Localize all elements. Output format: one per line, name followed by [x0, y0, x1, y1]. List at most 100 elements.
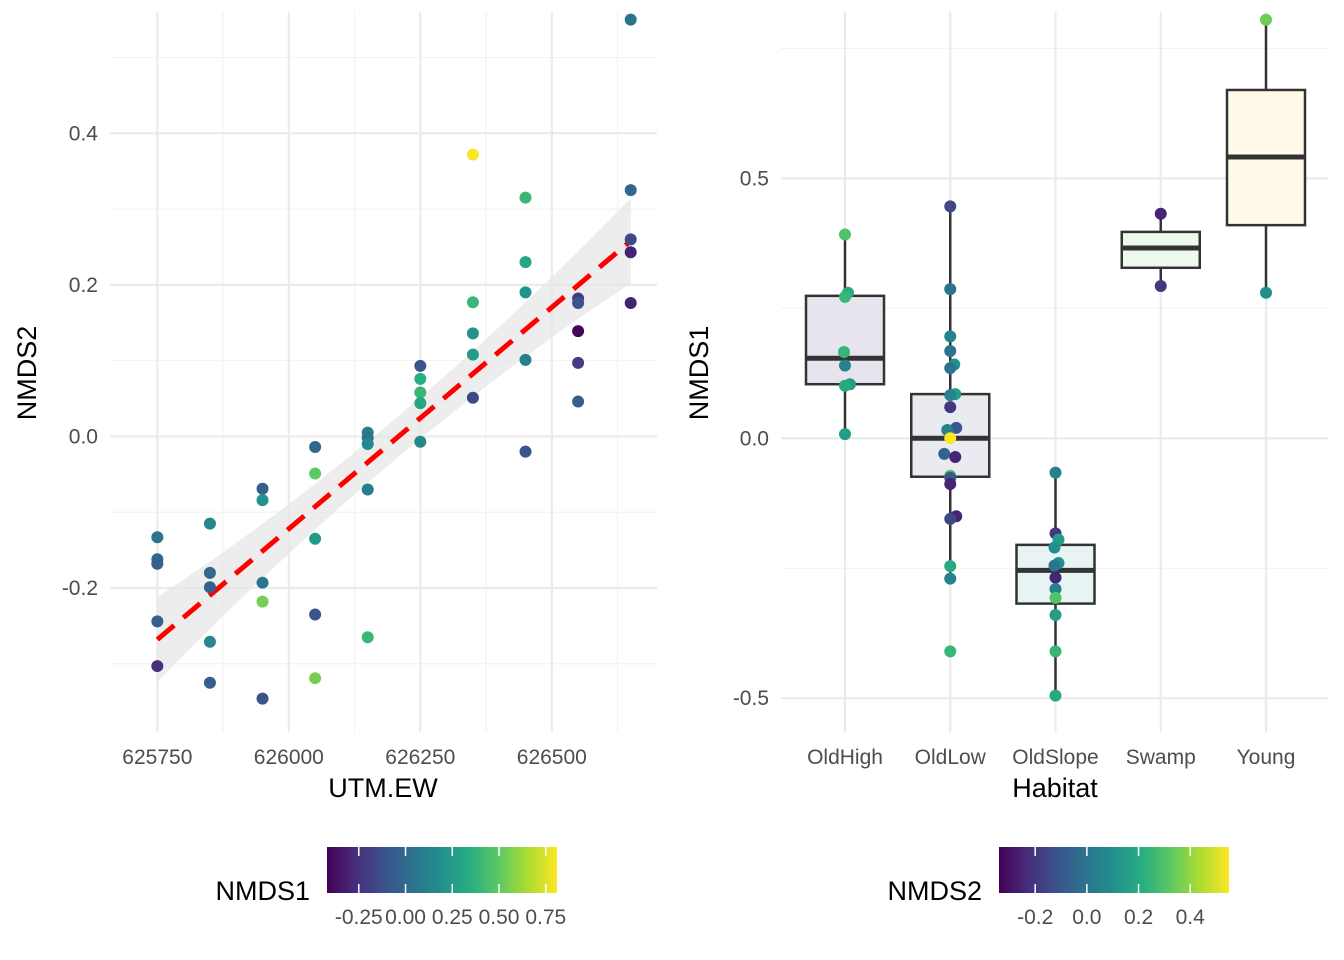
- boxplot-y-tick-label: 0.5: [740, 167, 769, 190]
- boxplot-point: [1048, 559, 1061, 572]
- boxplot-tick-labels: OldHigh OldLow OldSlope Swamp Young -0.5 0.0 0.…: [733, 167, 1296, 769]
- boxplot-x-axis-title: Habitat: [1012, 773, 1098, 803]
- box-young: [1225, 19, 1307, 293]
- nmds2-legend-tick-label: 0.2: [1124, 906, 1153, 929]
- scatter-point: [256, 595, 269, 608]
- boxplot-point: [1049, 583, 1062, 596]
- scatter-x-tick-label: 626000: [254, 746, 324, 769]
- boxplot-point: [950, 421, 963, 434]
- scatter-y-axis-title: NMDS2: [12, 326, 42, 421]
- scatter-point: [519, 445, 532, 458]
- scatter-point: [466, 391, 479, 404]
- boxplot-point: [944, 362, 957, 375]
- nmds1-legend-tick-label: 0.25: [432, 906, 473, 929]
- scatter-point: [466, 148, 479, 161]
- scatter-point: [203, 581, 216, 594]
- scatter-point: [256, 494, 269, 507]
- scatter-point: [572, 325, 585, 338]
- boxplot-point: [944, 283, 957, 296]
- boxplot-point: [1049, 591, 1062, 604]
- boxplot-x-tick-label: Young: [1237, 746, 1296, 769]
- scatter-y-tick-label: 0.4: [69, 122, 99, 145]
- box-swamp: [1120, 213, 1201, 286]
- boxplot-point: [839, 359, 851, 372]
- scatter-point: [151, 557, 164, 570]
- scatter-point: [624, 13, 637, 26]
- scatter-point: [414, 397, 427, 410]
- boxplot-point: [1154, 207, 1167, 220]
- regression-line: [155, 238, 633, 642]
- boxplot-point: [1154, 279, 1167, 292]
- boxplot-point: [1049, 466, 1062, 479]
- boxplot-x-tick-label: OldHigh: [807, 746, 883, 769]
- scatter-point: [203, 676, 216, 689]
- boxplot-point: [1260, 13, 1272, 26]
- scatter-point: [361, 631, 374, 644]
- scatter-point: [624, 246, 637, 259]
- scatter-y-tick-label: 0.2: [69, 274, 98, 297]
- scatter-point: [414, 435, 427, 448]
- boxplot-points: [838, 13, 1272, 702]
- boxplot-y-axis-title: NMDS1: [684, 326, 714, 421]
- scatter-point: [203, 517, 216, 530]
- scatter-point: [151, 615, 164, 628]
- nmds2-legend-ticks: -0.2 0.0 0.2 0.4: [1017, 847, 1205, 929]
- boxplot-x-tick-label: OldSlope: [1012, 746, 1098, 769]
- boxplot-point: [839, 428, 851, 441]
- nmds1-legend-ticks: -0.25 0.00 0.25 0.50 0.75: [335, 847, 566, 929]
- scatter-point: [256, 482, 269, 495]
- nmds2-legend-tick-label: -0.2: [1017, 906, 1053, 929]
- nmds1-legend-tick-label: 0.75: [525, 906, 566, 929]
- nmds2-legend-tick-label: 0.0: [1072, 906, 1101, 929]
- nmds1-colorbar-legend: NMDS1 -0.25 0.00 0.25 0.50 0.75: [215, 847, 566, 929]
- nmds1-colorbar: [327, 847, 557, 893]
- scatter-point: [624, 184, 637, 197]
- scatter-tick-labels: 625750 626000 626250 626500 -0.2 0.0 0.2 0.4: [62, 122, 587, 769]
- nmds1-legend-title: NMDS1: [215, 876, 310, 906]
- scatter-point: [624, 297, 637, 310]
- boxplot-point: [1049, 689, 1062, 702]
- scatter-point: [572, 356, 585, 369]
- scatter-point: [572, 297, 585, 310]
- nmds1-legend-tick-label: 0.00: [385, 906, 426, 929]
- scatter-point: [466, 348, 479, 361]
- boxplot-point: [944, 572, 957, 585]
- scatter-point: [151, 660, 164, 673]
- boxplot-point: [944, 560, 957, 573]
- scatter-smooth-line: [155, 238, 633, 642]
- scatter-point: [151, 531, 164, 544]
- scatter-point: [309, 672, 322, 685]
- box-oldhigh: [804, 234, 886, 435]
- boxplot-y-tick-label: -0.5: [733, 687, 769, 710]
- scatter-x-axis-title: UTM.EW: [328, 773, 438, 803]
- scatter-panel: 625750 626000 626250 626500 -0.2 0.0 0.2 0.4 UT…: [12, 12, 657, 803]
- boxplot-point: [944, 200, 957, 213]
- boxplot-point: [839, 290, 851, 303]
- scatter-point: [361, 483, 374, 496]
- nmds1-legend-tick-label: -0.25: [335, 906, 383, 929]
- scatter-point: [519, 256, 532, 269]
- nmds1-legend-tick-label: 0.50: [479, 906, 520, 929]
- scatter-x-tick-label: 625750: [122, 746, 192, 769]
- scatter-point: [309, 441, 322, 454]
- scatter-point: [466, 296, 479, 309]
- boxplot-point: [944, 645, 957, 658]
- boxplot-point: [944, 389, 957, 402]
- scatter-point: [414, 386, 427, 399]
- boxplot-point: [1049, 609, 1062, 622]
- scatter-point: [256, 692, 269, 705]
- boxplot-point: [938, 447, 951, 460]
- scatter-point: [203, 635, 216, 648]
- boxplot-point: [944, 478, 957, 491]
- boxplot-point: [949, 450, 962, 463]
- boxplot-y-tick-label: 0.0: [740, 427, 769, 450]
- boxplot-x-tick-label: Swamp: [1126, 746, 1196, 769]
- boxplot-point: [1048, 541, 1061, 554]
- scatter-point: [519, 286, 532, 299]
- scatter-point: [572, 395, 585, 408]
- boxplot-point: [944, 344, 957, 357]
- scatter-x-tick-label: 626500: [517, 746, 587, 769]
- boxplot-point: [839, 379, 851, 392]
- scatter-points: [151, 13, 637, 705]
